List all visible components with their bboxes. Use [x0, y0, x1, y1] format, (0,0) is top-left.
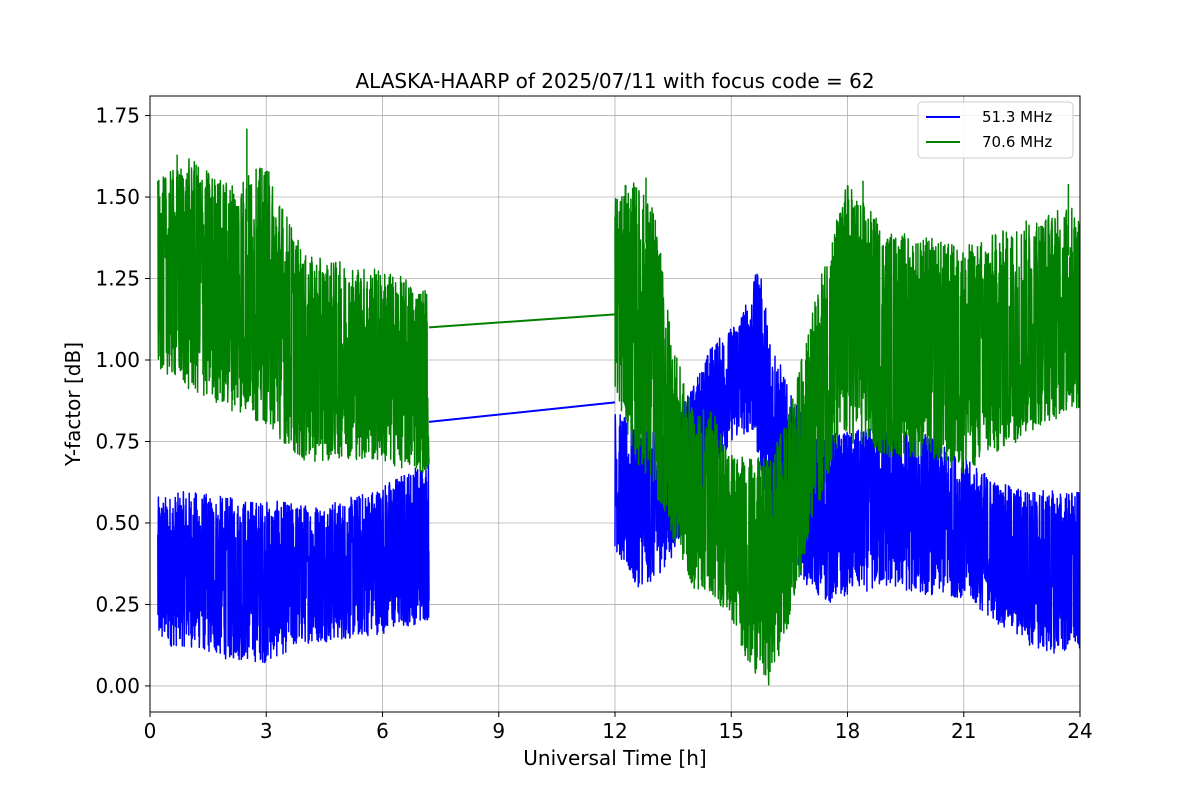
y-tick-label: 0.75	[95, 429, 140, 453]
legend-label-70mhz: 70.6 MHz	[982, 133, 1052, 151]
legend: 51.3 MHz 70.6 MHz	[917, 101, 1074, 159]
series-51mhz	[157, 273, 1080, 664]
series-noise-trace	[614, 273, 1080, 654]
x-tick-label: 21	[951, 719, 976, 743]
series-gap-line	[428, 401, 616, 423]
x-tick-label: 15	[719, 719, 744, 743]
y-tick-label: 0.25	[95, 592, 140, 616]
series-gap-line	[428, 313, 616, 329]
series-70mhz	[157, 128, 1080, 686]
x-tick-label: 18	[835, 719, 860, 743]
y-tick-label: 1.75	[95, 104, 140, 128]
x-tick-label: 24	[1067, 719, 1092, 743]
y-tick-label: 0.00	[95, 674, 140, 698]
x-tick-label: 9	[492, 719, 505, 743]
chart-title: ALASKA-HAARP of 2025/07/11 with focus co…	[355, 69, 874, 93]
series-noise-trace	[157, 462, 430, 664]
y-tick-label: 0.50	[95, 511, 140, 535]
y-tick-label: 1.50	[95, 185, 140, 209]
x-tick-label: 6	[376, 719, 389, 743]
series-layer	[157, 128, 1080, 686]
series-noise-trace	[614, 182, 1080, 686]
y-axis-label: Y-factor [dB]	[61, 342, 85, 467]
x-tick-label: 3	[260, 719, 273, 743]
series-noise-trace	[157, 158, 430, 474]
x-tick-label: 0	[144, 719, 157, 743]
y-tick-label: 1.00	[95, 348, 140, 372]
y-tick-label: 1.25	[95, 267, 140, 291]
y-axis-ticks: 0.00 0.25 0.50 0.75 1.00 1.25 1.50 1.75	[95, 104, 150, 698]
x-axis-label: Universal Time [h]	[523, 746, 706, 770]
x-tick-label: 12	[602, 719, 627, 743]
x-axis-ticks: 0 3 6 9 12 15 18 21 24	[144, 712, 1093, 743]
legend-label-51mhz: 51.3 MHz	[982, 108, 1052, 126]
